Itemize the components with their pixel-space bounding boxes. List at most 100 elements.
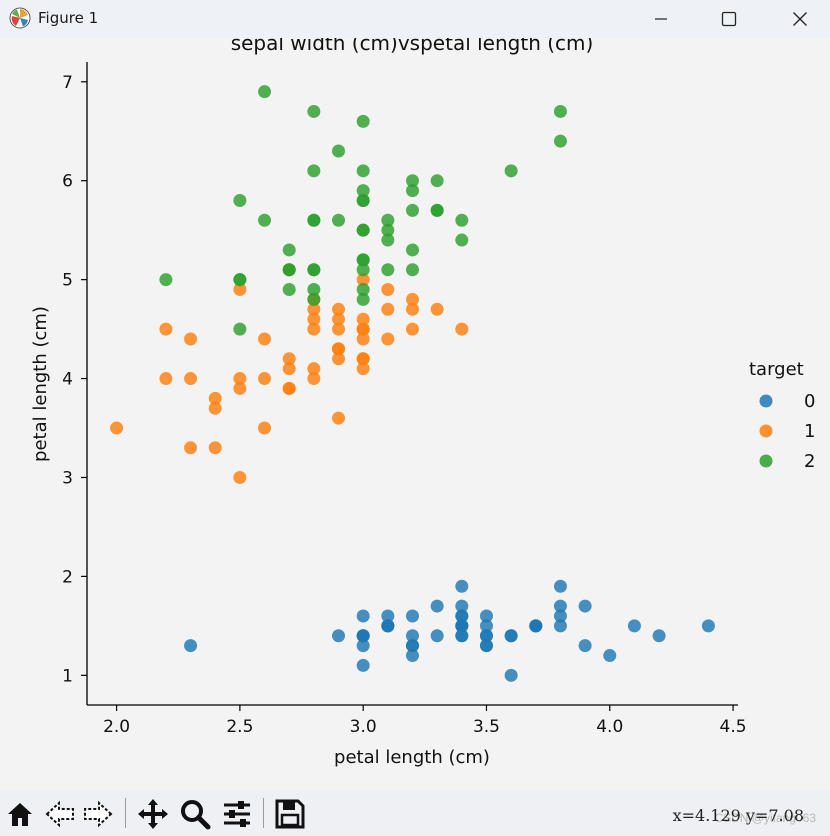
home-button[interactable] xyxy=(2,797,38,831)
scatter-point-class-1 xyxy=(332,322,346,336)
configure-subplots-button[interactable] xyxy=(219,797,255,831)
navigation-toolbar: CSDN @yifang063 x=4.129 y=7.08 xyxy=(0,790,830,836)
figure-canvas[interactable]: sepal width (cm)vspetal length (cm) 1 2 3 4… xyxy=(0,38,830,790)
y-tick-label: 2 xyxy=(62,567,73,587)
window-title: Figure 1 xyxy=(38,9,99,27)
scatter-point-class-2 xyxy=(381,263,395,277)
scatter-point-class-2 xyxy=(455,233,469,247)
legend-label-2: 2 xyxy=(804,451,815,472)
legend: target 0 1 2 xyxy=(749,359,815,472)
legend-marker-2 xyxy=(759,454,773,468)
y-tick-label: 7 xyxy=(62,73,73,93)
scatter-point-class-1 xyxy=(307,322,321,336)
scatter-point-class-2 xyxy=(282,243,296,257)
scatter-point-class-1 xyxy=(406,302,419,316)
scatter-point-class-1 xyxy=(233,283,247,297)
maximize-button[interactable] xyxy=(706,0,752,38)
scatter-point-class-0 xyxy=(332,629,346,643)
scatter-point-class-2 xyxy=(307,292,321,306)
scatter-point-class-2 xyxy=(381,213,395,227)
title-bar: Figure 1 xyxy=(0,0,830,38)
sliders-icon xyxy=(224,801,250,827)
zoom-button[interactable] xyxy=(177,797,213,831)
scatter-point-class-1 xyxy=(332,411,346,425)
scatter-point-class-0 xyxy=(430,629,444,643)
scatter-point-class-1 xyxy=(159,372,173,386)
close-button[interactable] xyxy=(777,0,823,38)
pan-button[interactable] xyxy=(135,797,171,831)
scatter-point-class-2 xyxy=(356,114,370,128)
scatter-point-class-0 xyxy=(381,619,395,633)
scatter-point-class-0 xyxy=(455,579,469,593)
scatter-point-class-1 xyxy=(307,302,321,316)
legend-marker-1 xyxy=(759,424,773,438)
scatter-point-class-0 xyxy=(529,619,543,633)
scatter-point-class-2 xyxy=(258,85,272,99)
scatter-point-class-2 xyxy=(332,213,346,227)
scatter-point-class-0 xyxy=(356,639,370,653)
scatter-point-class-0 xyxy=(430,599,444,613)
y-axis: 1 2 3 4 5 6 7 xyxy=(62,73,87,686)
scatter-point-class-2 xyxy=(406,174,419,188)
scatter-point-class-1 xyxy=(406,292,419,306)
scatter-point-class-1 xyxy=(159,322,173,336)
scatter-point-class-0 xyxy=(504,668,518,682)
scatter-point-class-1 xyxy=(332,342,346,356)
scatter-point-class-1 xyxy=(233,372,247,386)
scatter-point-class-0 xyxy=(455,629,469,643)
scatter-point-class-2 xyxy=(356,253,370,267)
x-axis: 2.0 2.5 3.0 3.5 4.0 4.5 xyxy=(103,705,747,737)
back-arrow-icon xyxy=(45,800,74,828)
scatter-point-class-1 xyxy=(258,332,272,346)
scatter-point-class-0 xyxy=(356,629,370,643)
scatter-point-class-2 xyxy=(159,273,173,287)
x-tick-label: 2.0 xyxy=(103,717,130,737)
scatter-point-class-2 xyxy=(356,223,370,237)
scatter-point-class-0 xyxy=(356,658,370,672)
scatter-point-class-2 xyxy=(356,193,370,207)
scatter-point-class-1 xyxy=(307,362,321,376)
minimize-icon xyxy=(655,18,667,20)
save-button[interactable] xyxy=(272,797,308,831)
scatter-point-class-2 xyxy=(381,233,395,247)
scatter-point-class-0 xyxy=(455,599,469,613)
scatter-point-class-1 xyxy=(208,401,222,415)
scatter-point-class-1 xyxy=(356,312,370,326)
matplotlib-app-icon xyxy=(9,7,31,29)
scatter-point-class-0 xyxy=(356,609,370,623)
scatter-point-class-1 xyxy=(282,362,296,376)
y-tick-label: 6 xyxy=(62,172,73,192)
scatter-point-class-2 xyxy=(406,263,419,277)
forward-button[interactable] xyxy=(80,797,116,831)
scatter-chart: sepal width (cm)vspetal length (cm) 1 2 3 4… xyxy=(30,38,815,768)
scatter-point-class-2 xyxy=(332,144,346,158)
scatter-point-class-1 xyxy=(356,352,370,366)
scatter-point-class-0 xyxy=(578,639,592,653)
move-arrows-icon xyxy=(138,799,168,829)
home-icon xyxy=(8,803,32,826)
scatter-point-class-2 xyxy=(356,184,370,198)
scatter-point-class-2 xyxy=(307,164,321,178)
scatter-point-class-0 xyxy=(652,629,666,643)
scatter-point-class-2 xyxy=(233,193,247,207)
scatter-point-class-2 xyxy=(356,292,370,306)
magnifier-icon xyxy=(181,800,211,830)
scatter-point-class-2 xyxy=(553,104,567,118)
scatter-point-class-2 xyxy=(282,263,296,277)
legend-marker-0 xyxy=(759,394,773,408)
minimize-button[interactable] xyxy=(638,0,684,38)
scatter-point-class-1 xyxy=(406,322,419,336)
scatter-point-class-1 xyxy=(258,421,272,435)
scatter-point-class-2 xyxy=(307,263,321,277)
y-tick-label: 1 xyxy=(62,666,73,686)
scatter-point-class-0 xyxy=(406,609,419,623)
scatter-point-class-1 xyxy=(208,391,222,405)
watermark: CSDN @yifang063 xyxy=(714,811,816,825)
scatter-point-class-2 xyxy=(406,184,419,198)
scatter-point-class-1 xyxy=(332,302,346,316)
maximize-icon xyxy=(721,11,737,27)
scatter-point-class-2 xyxy=(233,322,247,336)
y-tick-label: 5 xyxy=(62,271,73,291)
data-points xyxy=(110,85,715,682)
back-button[interactable] xyxy=(42,797,78,831)
